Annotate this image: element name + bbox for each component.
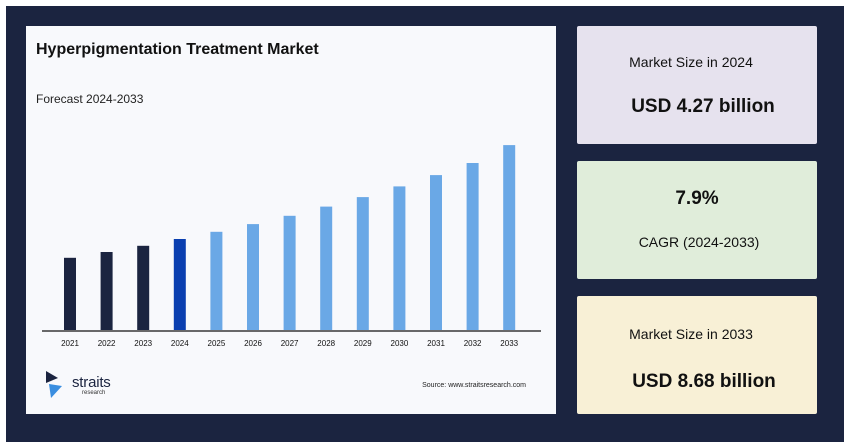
bar-2027 [283, 215, 296, 330]
bar-2024 [173, 239, 186, 330]
market-size-2033-card: Market Size in 2033 USD 8.68 billion [577, 296, 817, 414]
bar-2025 [210, 231, 223, 330]
chart-title: Hyperpigmentation Treatment Market [36, 41, 319, 58]
x-tick-label-2030: 2030 [391, 339, 409, 348]
x-tick-label-2025: 2025 [208, 339, 226, 348]
logo-subtext: research [82, 390, 106, 396]
bar-2026 [247, 224, 259, 330]
bar-2030 [393, 186, 406, 330]
market-size-2024-label: Market Size in 2024 [629, 54, 753, 70]
source-text: Source: www.straitsresearch.com [422, 382, 526, 389]
x-tick-label-2022: 2022 [98, 339, 116, 348]
cagr-card: 7.9% CAGR (2024-2033) [577, 161, 817, 279]
bar-2032 [466, 163, 479, 330]
bar-2021 [64, 257, 76, 330]
bars-group [64, 145, 516, 330]
x-tick-label-2026: 2026 [244, 339, 262, 348]
cagr-label: CAGR (2024-2033) [638, 234, 760, 250]
bar-2033 [503, 145, 516, 330]
bar-2022 [100, 252, 113, 330]
x-tick-label-2023: 2023 [134, 339, 152, 348]
chart-subtitle: Forecast 2024-2033 [36, 92, 144, 106]
bar-2029 [356, 197, 369, 330]
bar-2023 [137, 245, 150, 330]
bar-2031 [430, 175, 442, 330]
straits-logo: straits research [46, 371, 126, 401]
cagr-value: 7.9% [675, 188, 719, 209]
bar-chart: 2021 2022 2023 2024 2025 2026 2027 2028 2029 2030… [42, 145, 541, 348]
x-tick-label-2028: 2028 [317, 339, 335, 348]
x-tick-label-2024: 2024 [171, 339, 189, 348]
logo-text: straits [72, 374, 111, 391]
market-size-2033-label: Market Size in 2033 [629, 326, 753, 342]
x-tick-labels: 2021 2022 2023 2024 2025 2026 2027 2028 2029 2030… [61, 339, 519, 348]
x-tick-label-2032: 2032 [464, 339, 482, 348]
x-tick-label-2031: 2031 [427, 339, 445, 348]
x-tick-label-2033: 2033 [500, 339, 518, 348]
x-tick-label-2021: 2021 [61, 339, 79, 348]
x-tick-label-2027: 2027 [281, 339, 299, 348]
bar-2028 [320, 206, 333, 330]
x-tick-label-2029: 2029 [354, 339, 372, 348]
market-size-2024-value: USD 4.27 billion [631, 96, 775, 117]
logo-mark-icon [46, 371, 62, 398]
market-size-2024-card: Market Size in 2024 USD 4.27 billion [577, 26, 817, 144]
market-size-2033-value: USD 8.68 billion [632, 371, 776, 392]
